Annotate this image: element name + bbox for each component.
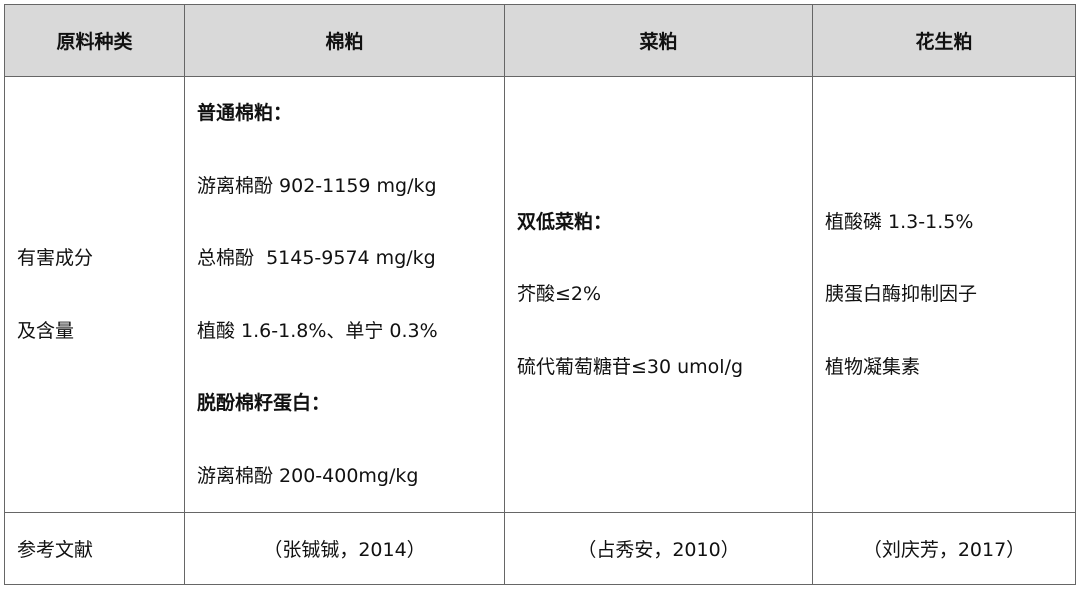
header-cell: 棉粕 bbox=[184, 4, 505, 77]
cell-line: 双低菜粕： bbox=[517, 210, 613, 233]
cell-line: 及含量 bbox=[17, 319, 75, 342]
body-cell: 植酸磷 1.3-1.5% 胰蛋白酶抑制因子 植物凝集素 bbox=[812, 76, 1076, 513]
header-cell: 菜粕 bbox=[504, 4, 813, 77]
cell-line: 总棉酚 5145-9574 mg/kg bbox=[197, 247, 436, 269]
cell-line: 硫代葡萄糖苷≤30 umol/g bbox=[517, 355, 744, 378]
cell-line: 植酸 1.6-1.8%、单宁 0.3% bbox=[197, 319, 438, 342]
cell-line: 植物凝集素 bbox=[825, 355, 921, 378]
header-row: 原料种类 棉粕 菜粕 花生粕 bbox=[4, 4, 1076, 77]
cell-line: 普通棉粕： bbox=[197, 102, 293, 124]
cell-content: 普通棉粕： 游离棉酚 902-1159 mg/kg 总棉酚 5145-9574 mg… bbox=[197, 77, 492, 512]
cell-line: 芥酸≤2% bbox=[517, 283, 602, 306]
body-cell: 双低菜粕： 芥酸≤2% 硫代葡萄糖苷≤30 umol/g bbox=[504, 76, 813, 513]
cell-line: 脱酚棉籽蛋白： bbox=[197, 392, 331, 414]
cell-content: 有害成分 及含量 bbox=[17, 222, 172, 367]
footer-cell: 参考文献 bbox=[4, 512, 185, 585]
cell-line: 游离棉酚 200-400mg/kg bbox=[197, 464, 419, 487]
body-cell: 有害成分 及含量 bbox=[4, 76, 185, 513]
footer-cell: （张铖铖，2014） bbox=[184, 512, 505, 585]
footer-cell: （占秀安，2010） bbox=[504, 512, 813, 585]
cell-line: 胰蛋白酶抑制因子 bbox=[825, 283, 978, 306]
body-row: 有害成分及含量 普通棉粕： 游离棉酚 902-1159 mg/kg 总棉酚 5145-… bbox=[4, 76, 1076, 513]
cell-content: 双低菜粕： 芥酸≤2% 硫代葡萄糖苷≤30 umol/g bbox=[517, 186, 800, 404]
header-cell: 花生粕 bbox=[812, 4, 1076, 77]
cell-line: 有害成分 bbox=[17, 247, 94, 269]
cell-line: 植酸磷 1.3-1.5% bbox=[825, 210, 974, 233]
footer-cell: （刘庆芳，2017） bbox=[812, 512, 1076, 585]
data-table: 原料种类 棉粕 菜粕 花生粕 有害成分及含量 普通棉粕： 游离棉酚 902-1159 mg… bbox=[4, 4, 1076, 585]
header-cell: 原料种类 bbox=[4, 4, 185, 77]
cell-line: 游离棉酚 902-1159 mg/kg bbox=[197, 174, 437, 197]
footer-row: 参考文献 （张铖铖，2014） （占秀安，2010） （刘庆芳，2017） bbox=[4, 512, 1076, 585]
body-cell: 普通棉粕： 游离棉酚 902-1159 mg/kg 总棉酚 5145-9574 mg… bbox=[184, 76, 505, 513]
cell-content: 植酸磷 1.3-1.5% 胰蛋白酶抑制因子 植物凝集素 bbox=[825, 186, 1063, 404]
